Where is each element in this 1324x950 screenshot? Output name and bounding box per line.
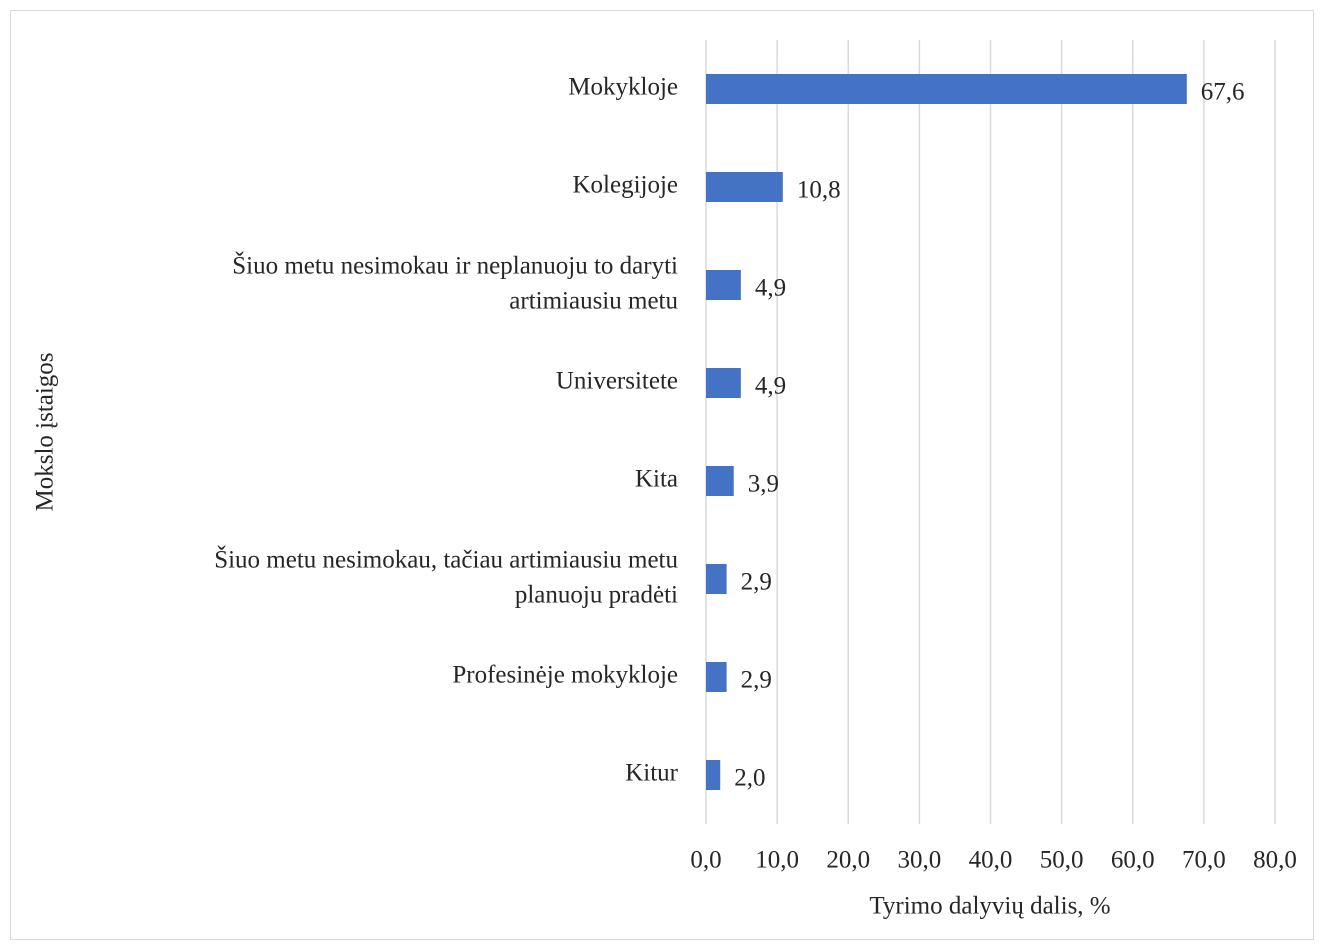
- bar: [706, 172, 783, 202]
- x-tick-label: 40,0: [969, 847, 1013, 874]
- y-tick-label: Šiuo metu nesimokau ir neplanuoju to dar…: [232, 250, 678, 314]
- bar: [706, 662, 727, 692]
- data-label: 10,8: [797, 177, 841, 204]
- x-tick-label: 50,0: [1040, 847, 1084, 874]
- y-axis-title: Mokslo įstaigos: [32, 352, 59, 511]
- data-label: 4,9: [755, 373, 786, 400]
- x-tick-label: 70,0: [1182, 847, 1226, 874]
- x-tick-label: 30,0: [898, 847, 942, 874]
- y-tick-label: Kolegijoje: [572, 172, 678, 199]
- y-tick-label: Profesinėje mokykloje: [452, 662, 678, 689]
- chart-border: [10, 10, 1314, 940]
- data-label: 67,6: [1201, 79, 1245, 106]
- x-axis-title: Tyrimo dalyvių dalis, %: [869, 893, 1110, 920]
- data-label: 4,9: [755, 275, 786, 302]
- x-tick-label: 80,0: [1253, 847, 1297, 874]
- bar: [706, 270, 741, 300]
- x-tick-label: 20,0: [826, 847, 870, 874]
- bar: [706, 368, 741, 398]
- y-tick-label: Kita: [635, 466, 678, 493]
- x-tick-label: 60,0: [1111, 847, 1155, 874]
- x-tick-label: 0,0: [690, 847, 721, 874]
- data-label: 3,9: [748, 471, 779, 498]
- data-label: 2,9: [741, 667, 772, 694]
- data-label: 2,0: [734, 765, 765, 792]
- y-tick-label: Kitur: [625, 760, 678, 787]
- y-tick-label: Šiuo metu nesimokau, tačiau artimiausiu …: [214, 544, 678, 608]
- y-tick-label: Mokykloje: [568, 74, 678, 101]
- bar: [706, 466, 734, 496]
- bar: [706, 74, 1187, 104]
- bar: [706, 760, 721, 790]
- y-tick-label: Universitete: [556, 368, 678, 395]
- data-label: 2,9: [741, 569, 772, 596]
- bar: [706, 564, 727, 594]
- x-tick-label: 10,0: [755, 847, 799, 874]
